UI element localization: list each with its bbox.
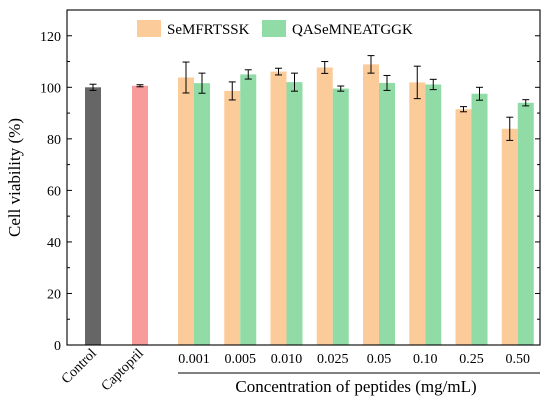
bar-control-error-bar bbox=[89, 83, 97, 91]
legend-swatch-semfrtssk bbox=[137, 20, 161, 37]
x-tick-label-0-005: 0.005 bbox=[225, 352, 257, 367]
x-tick-label-0-05: 0.05 bbox=[367, 352, 392, 367]
x-axis-title: Concentration of peptides (mg/mL) bbox=[235, 377, 476, 396]
plot-frame bbox=[66, 9, 541, 346]
y-tick-label-60: 60 bbox=[47, 184, 61, 199]
bar-semfrtssk-0-005 bbox=[224, 90, 241, 346]
bar-semfrtssk-0-10 bbox=[409, 82, 426, 346]
y-tick-label-100: 100 bbox=[40, 81, 61, 96]
bar-qasemneatggk-0-010-error-bar bbox=[291, 72, 298, 92]
legend-label-semfrtssk: SeMFRTSSK bbox=[167, 22, 250, 38]
y-axis-title: Cell viability (%) bbox=[5, 118, 24, 237]
x-tick-label-0-010: 0.010 bbox=[271, 352, 303, 367]
bar-qasemneatggk-0-025 bbox=[332, 88, 349, 345]
bar-qasemneatggk-0-50-error-bar bbox=[522, 99, 530, 107]
legend-swatch-qasemneatggk bbox=[262, 20, 286, 37]
bar-qasemneatggk-0-001-error-bar bbox=[198, 72, 206, 94]
bar-semfrtssk-0-001-error-bar bbox=[182, 61, 190, 94]
y-tick-label-120: 120 bbox=[40, 30, 61, 45]
legend-label-qasemneatggk: QASeMNEATGGK bbox=[292, 22, 413, 38]
y-tick-label-40: 40 bbox=[47, 236, 61, 251]
bar-semfrtssk-0-25-error-bar bbox=[460, 106, 467, 113]
bar-control bbox=[85, 87, 101, 346]
bar-qasemneatggk-0-025-error-bar bbox=[337, 85, 345, 92]
x-tick-label-0-001: 0.001 bbox=[178, 352, 210, 367]
bar-semfrtssk-0-50 bbox=[501, 128, 518, 345]
bar-semfrtssk-0-10-error-bar bbox=[413, 65, 421, 100]
bar-qasemneatggk-0-005-error-bar bbox=[244, 69, 252, 80]
bar-qasemneatggk-0-05 bbox=[379, 82, 395, 345]
y-tick-label-0: 0 bbox=[54, 339, 61, 354]
bar-semfrtssk-0-025 bbox=[316, 67, 333, 345]
bar-semfrtssk-0-05 bbox=[363, 64, 379, 345]
bar-semfrtssk-0-001 bbox=[178, 77, 194, 345]
bar-qasemneatggk-0-25 bbox=[471, 93, 488, 345]
bar-qasemneatggk-0-010 bbox=[286, 82, 303, 346]
bar-semfrtssk-0-05-error-bar bbox=[367, 55, 375, 74]
bar-qasemneatggk-0-005 bbox=[240, 74, 257, 345]
bar-qasemneatggk-0-001 bbox=[194, 83, 210, 345]
bar-captopril-error-bar bbox=[136, 84, 144, 88]
x-tick-label-0-10: 0.10 bbox=[413, 352, 438, 367]
bar-semfrtssk-0-010 bbox=[270, 71, 287, 345]
x-tick-label-0-50: 0.50 bbox=[506, 352, 531, 367]
y-tick-label-80: 80 bbox=[47, 133, 61, 148]
x-tick-label-0-25: 0.25 bbox=[459, 352, 484, 367]
x-tick-label-captopril: Captopril bbox=[99, 346, 147, 394]
bar-semfrtssk-0-50-error-bar bbox=[506, 116, 514, 141]
bar-semfrtssk-0-010-error-bar bbox=[275, 67, 282, 76]
bar-qasemneatggk-0-50 bbox=[517, 102, 534, 346]
bars-layer bbox=[85, 55, 534, 346]
bar-qasemneatggk-0-25-error-bar bbox=[476, 86, 483, 101]
y-tick-label-20: 20 bbox=[47, 287, 61, 302]
x-tick-label-0-025: 0.025 bbox=[317, 352, 349, 367]
bar-qasemneatggk-0-10 bbox=[425, 84, 442, 345]
bar-qasemneatggk-0-05-error-bar bbox=[383, 74, 391, 91]
bar-semfrtssk-0-005-error-bar bbox=[228, 81, 236, 101]
bar-semfrtssk-0-25 bbox=[455, 109, 472, 345]
bar-captopril bbox=[132, 85, 148, 345]
legend: SeMFRTSSK QASeMNEATGGK bbox=[137, 20, 413, 38]
bar-qasemneatggk-0-10-error-bar bbox=[429, 78, 437, 91]
x-tick-label-control: Control bbox=[59, 346, 100, 387]
bar-semfrtssk-0-025-error-bar bbox=[321, 61, 329, 74]
